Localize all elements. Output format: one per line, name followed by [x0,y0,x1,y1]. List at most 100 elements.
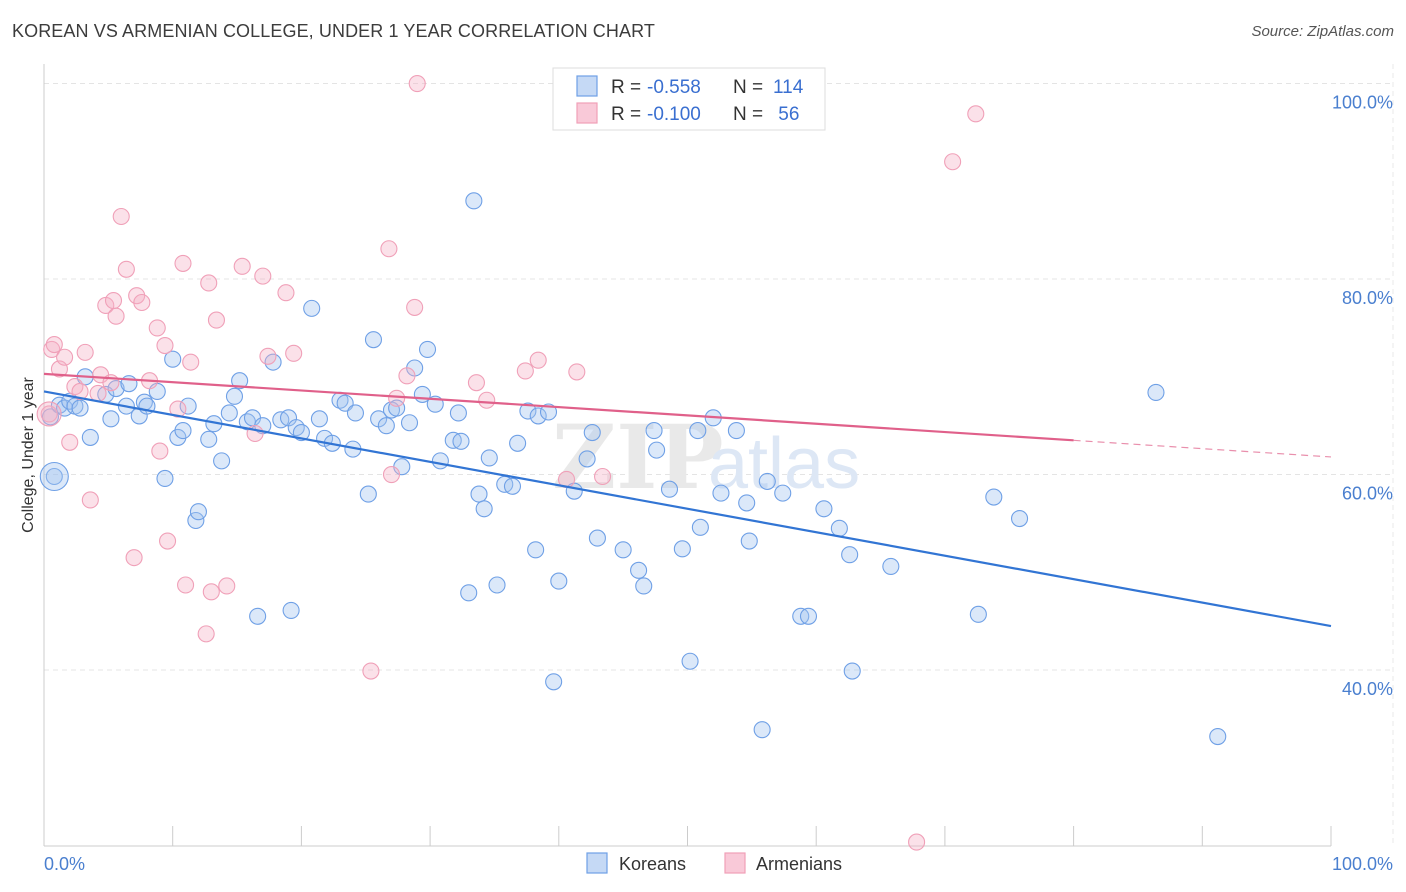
korean-point-70 [488,576,506,594]
korean-point-38 [282,601,300,619]
armenian-point-57 [967,105,985,123]
armenian-point-34 [218,577,236,595]
armenian-point-32 [202,583,220,601]
watermark: ZIP atlas [552,405,860,509]
armenian-point-35 [233,257,251,275]
armenian-point-33 [207,311,226,329]
korean-point-27 [213,452,231,470]
series-legend: Koreans Armenians [586,852,842,874]
chart-title: KOREAN VS ARMENIAN COLLEGE, UNDER 1 YEAR… [12,21,655,41]
armenian-point-9 [81,491,99,509]
armenian-point-55 [908,833,926,851]
armenian-point-2 [45,335,63,354]
korean-point-1 [45,467,63,486]
armenian-point-19 [128,287,146,305]
korean-point-107 [843,662,861,680]
armenian-point-18 [125,549,143,567]
korean-point-20 [169,428,187,446]
series-legend-swatch-armenians [724,852,746,874]
series-armenians-points [36,75,985,851]
armenian-point-54 [594,467,612,486]
korean-point-78 [545,673,563,691]
korean-point-84 [614,541,632,559]
korean-point-0 [41,408,59,426]
y-tick-label-0: 40.0% [1342,679,1393,699]
legend-n-value-armenians: 56 [773,104,799,125]
armenian-point-0 [40,405,58,423]
korean-point-89 [660,480,679,498]
korean-point-61 [431,452,449,470]
korean-point-19 [164,350,182,368]
armenian-point-8 [76,343,94,361]
armenian-point-23 [151,442,169,460]
stats-legend-box [552,67,826,131]
armenian-trend-line [43,372,1074,442]
korean-point-49 [359,485,377,503]
korean-point-112 [1147,383,1165,401]
armenian-point-6 [66,378,84,396]
korean-point-88 [648,441,666,459]
armenian-point-51 [529,351,547,369]
korean-point-10 [102,410,120,428]
korean-point-41 [303,299,321,317]
korean-point-113 [1209,727,1227,746]
y-axis-label: College, Under 1 year [20,377,37,533]
armenian-point-20 [133,293,151,312]
korean-point-8 [81,428,99,446]
y-tick-label-2: 80.0% [1342,288,1393,308]
armenian-point-43 [382,465,401,484]
korean-point-59 [418,340,437,358]
gridlines [44,64,1394,846]
armenian-point-26 [169,400,187,418]
armenian-point-24 [156,336,174,355]
legend-swatch-koreans [576,75,598,97]
korean-point-39 [287,419,305,437]
korean-point-75 [527,541,545,559]
armenian-point-40 [285,344,303,362]
armenian-point-42 [380,240,398,258]
armenian-point-15 [107,307,125,325]
korean-point-66 [465,192,483,210]
armenian-point-5 [61,433,79,451]
armenian-point-49 [478,391,496,409]
korean-point-56 [400,414,419,432]
korean-point-100 [758,472,776,490]
korean-point-96 [727,422,745,440]
korean-point-83 [588,529,606,547]
korean-point-65 [460,584,478,602]
korean-point-90 [673,540,691,558]
series-legend-swatch-koreans [586,852,608,874]
armenian-point-48 [467,374,485,392]
armenian-point-37 [254,267,272,285]
korean-point-99 [753,721,771,739]
korean-point-74 [519,402,537,420]
korean-point-103 [799,607,818,625]
korean-point-106 [841,546,859,564]
korean-point-40 [292,423,310,442]
stats-legend: R = -0.558 N = 114 R = -0.100 N = 56 [552,67,826,131]
korean-point-92 [689,422,707,440]
korean-point-33 [249,607,267,625]
y-tick-labels: 40.0% 60.0% 80.0% 100.0% [1332,93,1393,699]
legend-n-label-koreans: N = [733,77,763,98]
korean-point-104 [815,500,833,518]
korean-point-52 [377,417,395,435]
armenian-point-22 [148,319,166,337]
korean-point-98 [740,532,758,550]
korean-point-111 [1010,509,1029,528]
armenian-point-29 [182,353,200,371]
armenian-point-50 [516,362,534,380]
korean-point-110 [985,488,1003,506]
armenian-point-47 [408,75,426,93]
x-tick-label-1: 100.0% [1332,854,1393,874]
armenian-point-27 [174,254,192,272]
y-tick-label-1: 60.0% [1342,484,1393,504]
series-legend-label-armenians: Armenians [756,854,842,874]
trend-lines [43,372,1332,628]
korean-point-76 [529,407,547,425]
korean-point-87 [645,422,663,440]
korean-point-69 [480,449,498,467]
korean-point-82 [583,423,601,442]
korean-point-6 [71,399,89,417]
armenian-point-53 [568,363,586,381]
